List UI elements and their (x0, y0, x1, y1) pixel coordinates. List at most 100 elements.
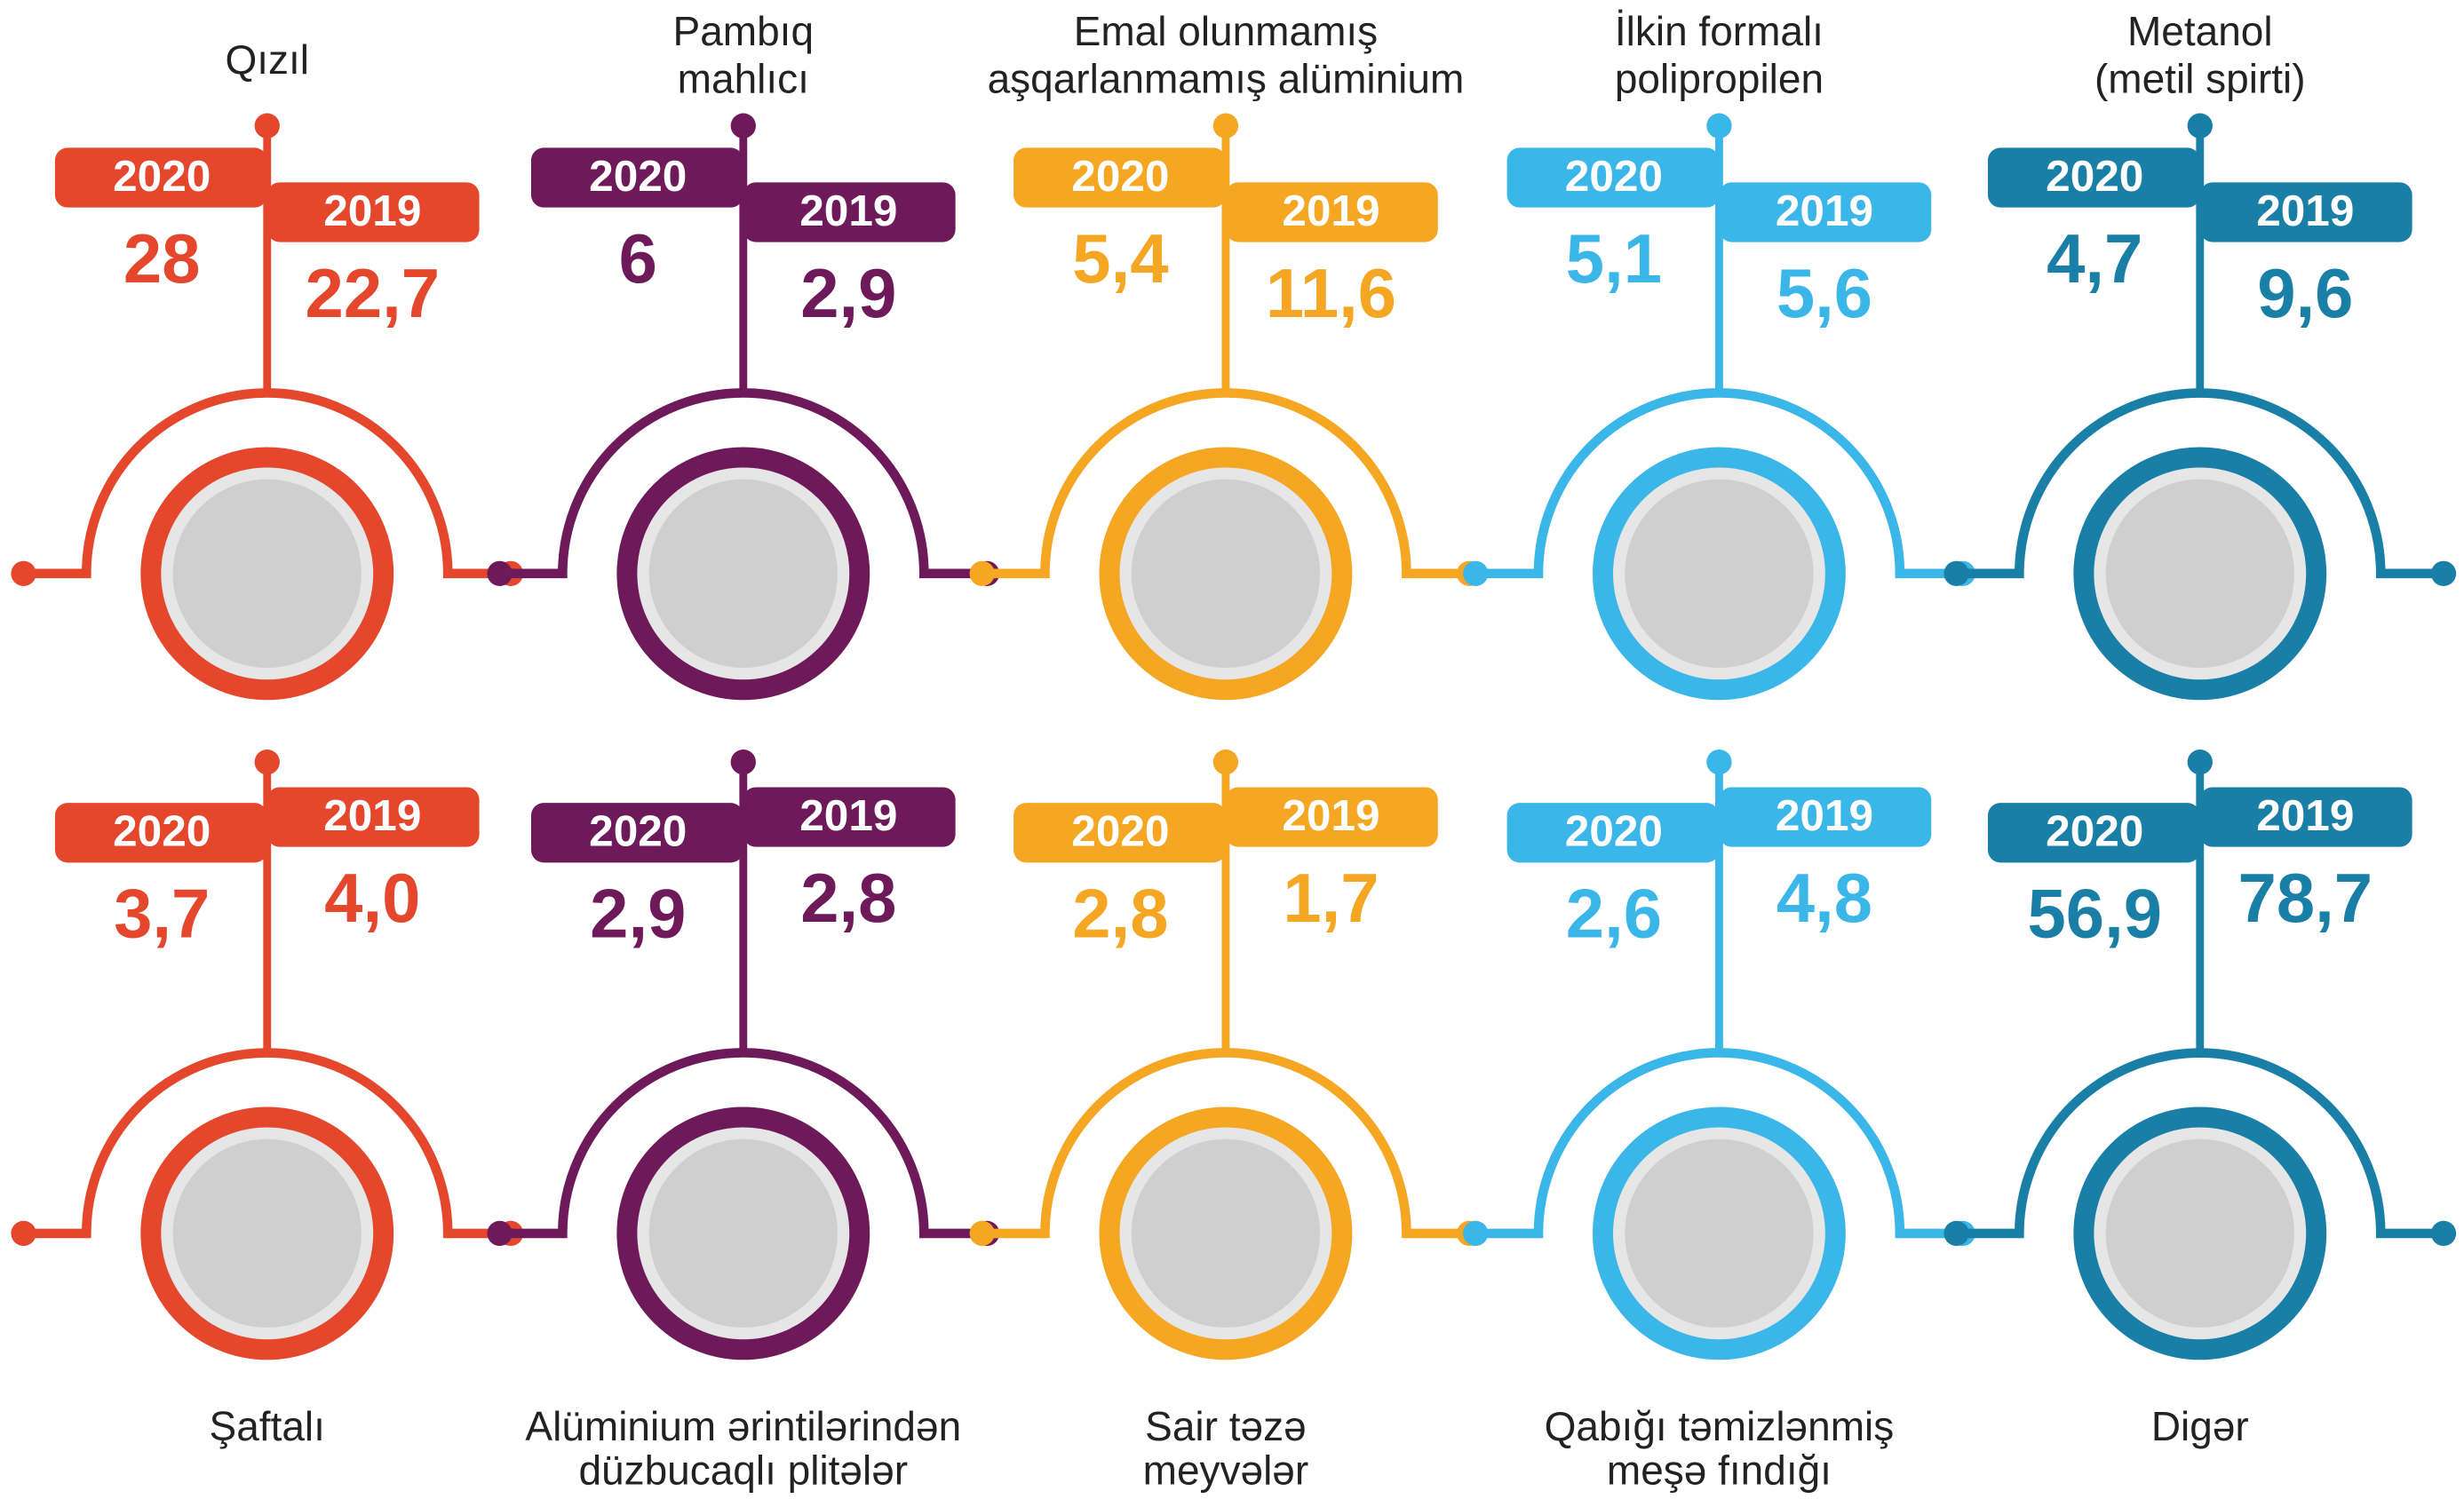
item-label: Sair təzə (1145, 1403, 1306, 1449)
item-label: Pambıq (673, 8, 814, 54)
arc-dot (1943, 560, 1969, 587)
year-label: 2019 (1776, 791, 1873, 840)
year-label: 2019 (799, 186, 897, 235)
year-tag (54, 147, 267, 208)
value: 5,6 (1776, 256, 1872, 332)
value: 9,6 (2257, 256, 2353, 332)
item-label: İlkin formalı (1615, 8, 1824, 54)
image-placeholder (172, 479, 362, 669)
arc-dot (2430, 1220, 2457, 1247)
arc-dot (11, 1220, 36, 1247)
year-tag (743, 182, 956, 242)
image-placeholder (648, 479, 838, 669)
value: 4,7 (2047, 221, 2142, 297)
year-label: 2019 (799, 791, 897, 840)
item-label: aşqarlanmamış alüminium (988, 55, 1465, 101)
item-label: (metil spirti) (2094, 55, 2306, 101)
item-label: Qabığı təmizlənmiş (1545, 1403, 1895, 1449)
value: 22,7 (306, 256, 440, 332)
arc (1475, 388, 1963, 579)
year-tag (530, 147, 743, 208)
arc-dot (969, 1220, 995, 1247)
year-label: 2019 (2256, 186, 2354, 235)
item-label: mahlıcı (678, 55, 809, 101)
year-tag (530, 803, 743, 863)
value: 2,9 (590, 876, 686, 953)
value: 2,8 (800, 861, 896, 937)
arc (982, 1048, 1470, 1239)
item-label: düzbucaqlı plitələr (578, 1447, 908, 1494)
value: 5,4 (1072, 221, 1168, 297)
arc-dot (487, 560, 513, 587)
year-label: 2020 (589, 152, 687, 201)
year-tag (1987, 147, 2200, 208)
year-tag (1225, 182, 1438, 242)
year-label: 2020 (1071, 152, 1169, 201)
year-tag (1013, 147, 1226, 208)
value: 1,7 (1283, 861, 1379, 937)
year-tag (1987, 803, 2200, 863)
value: 28 (123, 221, 201, 297)
arc (982, 388, 1470, 579)
year-tag (1719, 787, 1932, 847)
year-tag (266, 182, 480, 242)
arc-dot (1463, 1220, 1489, 1247)
image-placeholder (172, 1138, 362, 1328)
image-placeholder (648, 1138, 838, 1328)
year-tag (1225, 787, 1438, 847)
image-placeholder (2105, 1138, 2294, 1328)
year-label: 2020 (1565, 152, 1663, 201)
year-label: 2019 (323, 791, 421, 840)
value: 6 (619, 221, 657, 297)
value: 4,8 (1776, 861, 1872, 937)
image-placeholder (2105, 479, 2294, 669)
year-tag (1506, 147, 1720, 208)
image-placeholder (1131, 479, 1321, 669)
year-tag (2199, 787, 2412, 847)
year-tag (1719, 182, 1932, 242)
arc-dot (969, 560, 995, 587)
year-label: 2019 (323, 186, 421, 235)
year-label: 2019 (1776, 186, 1873, 235)
year-tag (54, 803, 267, 863)
value: 4,0 (324, 861, 420, 937)
year-label: 2020 (1071, 807, 1169, 856)
arc-dot (487, 1220, 513, 1247)
value: 78,7 (2238, 861, 2373, 937)
arc-dot (1943, 1220, 1969, 1247)
arc (499, 1048, 988, 1239)
year-label: 2020 (2046, 807, 2143, 856)
year-label: 2020 (1565, 807, 1663, 856)
item-label: polipropilen (1615, 55, 1824, 101)
value: 5,1 (1566, 221, 1662, 297)
value: 11,6 (1266, 256, 1396, 332)
value: 56,9 (2028, 876, 2162, 953)
arc (23, 1048, 511, 1239)
item-label: Digər (2151, 1403, 2249, 1449)
year-label: 2020 (589, 807, 687, 856)
arc (499, 388, 988, 579)
item-label: Metanol (2127, 8, 2273, 54)
value: 2,6 (1566, 876, 1662, 953)
arc-dot (1463, 560, 1489, 587)
year-label: 2019 (1282, 186, 1379, 235)
item-label: Qızıl (225, 36, 309, 83)
arc (1475, 1048, 1963, 1239)
value: 3,7 (114, 876, 210, 953)
image-placeholder (1625, 1138, 1814, 1328)
image-placeholder (1131, 1138, 1321, 1328)
item-label: Emal olunmamış (1074, 8, 1378, 54)
year-tag (1506, 803, 1720, 863)
arc-dot (2430, 560, 2457, 587)
year-tag (743, 787, 956, 847)
arc (1956, 388, 2444, 579)
item-label: meşə fındığı (1607, 1447, 1832, 1494)
year-tag (266, 787, 480, 847)
arc-dot (11, 560, 36, 587)
year-tag (1013, 803, 1226, 863)
arc (23, 388, 511, 579)
item-label: Alüminium ərintilərindən (525, 1403, 961, 1449)
arc (1956, 1048, 2444, 1239)
